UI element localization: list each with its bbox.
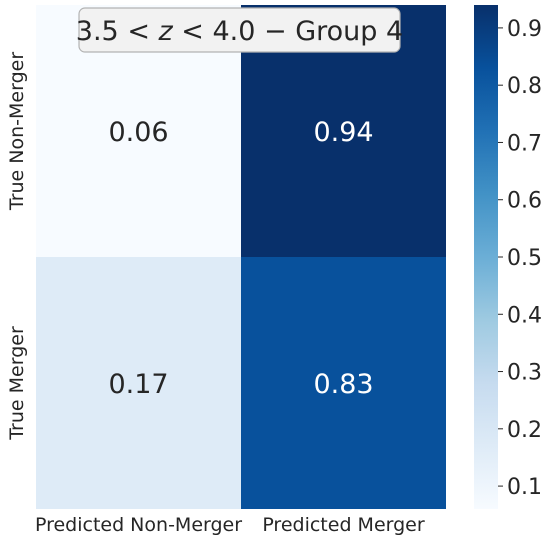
heatmap-cells: [36, 5, 446, 509]
y-tick-label: True Merger: [6, 326, 28, 441]
heatmap-cell: [36, 257, 241, 509]
colorbar-tick-label: 0.3: [507, 361, 542, 386]
colorbar-ticks: 0.1 0.2 0.3 0.4 0.5 0.6 0.7 0.8 0.9: [498, 17, 542, 500]
cell-value-label: 0.83: [313, 369, 373, 400]
colorbar-tick-label: 0.7: [507, 131, 542, 156]
colorbar-tick-label: 0.8: [507, 74, 542, 99]
colorbar-tick-label: 0.4: [507, 303, 542, 328]
colorbar: 0.1 0.2 0.3 0.4 0.5 0.6 0.7 0.8 0.9: [474, 5, 542, 509]
chart-title: 3.5 < z < 4.0 − Group 4: [76, 16, 403, 47]
colorbar-tick-label: 0.1: [507, 475, 542, 500]
cell-value-label: 0.17: [108, 369, 168, 400]
colorbar-tick-label: 0.2: [507, 418, 542, 443]
title-box-frame: [78, 7, 401, 53]
colorbar-tick-label: 0.9: [507, 17, 542, 42]
y-tick-label: True Non-Merger: [6, 52, 28, 211]
cell-value-label: 0.94: [313, 117, 373, 148]
colorbar-tick-label: 0.5: [507, 246, 542, 271]
cell-value-label: 0.06: [108, 117, 168, 148]
x-tick-labels: Predicted Non-Merger Predicted Merger: [35, 514, 425, 536]
x-tick-label: Predicted Non-Merger: [35, 514, 242, 536]
y-tick-labels: True Non-Merger True Merger: [6, 52, 28, 441]
heatmap-cell: [241, 257, 446, 509]
colorbar-gradient: [474, 5, 498, 509]
colorbar-tick-label: 0.6: [507, 189, 542, 214]
heatmap-cell-labels: 0.06 0.94 0.17 0.83: [108, 117, 373, 400]
title-box: 3.5 < z < 4.0 − Group 4: [76, 7, 403, 53]
x-tick-label: Predicted Merger: [262, 514, 425, 536]
